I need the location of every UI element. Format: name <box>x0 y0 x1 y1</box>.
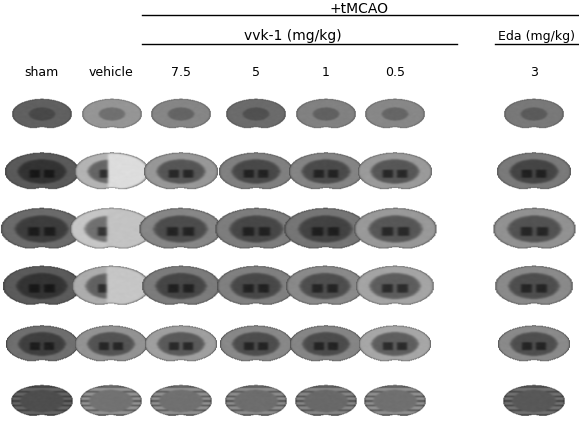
Text: 5: 5 <box>252 66 260 79</box>
Text: 1: 1 <box>321 66 329 79</box>
Text: 0.5: 0.5 <box>385 66 405 79</box>
Text: +tMCAO: +tMCAO <box>329 2 389 15</box>
Text: 7.5: 7.5 <box>171 66 190 79</box>
Text: vehicle: vehicle <box>89 66 134 79</box>
Text: vvk-1 (mg/kg): vvk-1 (mg/kg) <box>244 29 341 43</box>
Text: sham: sham <box>24 66 59 79</box>
Text: Eda (mg/kg): Eda (mg/kg) <box>499 30 575 43</box>
Text: 3: 3 <box>530 66 538 79</box>
